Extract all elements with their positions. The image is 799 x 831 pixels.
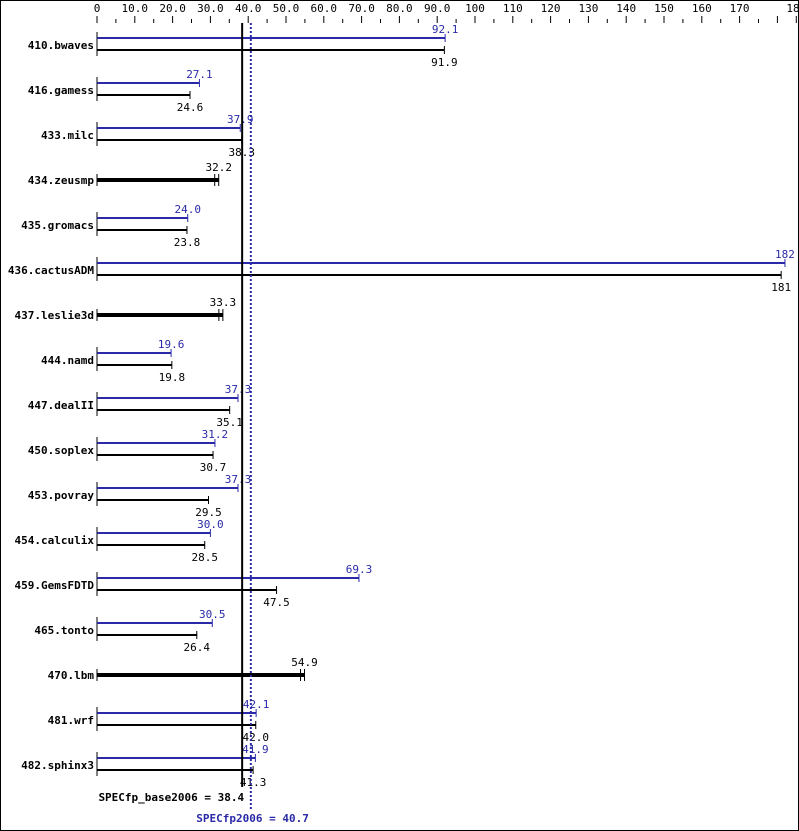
data-label-base: 42.0	[243, 731, 270, 744]
category-label: 470.lbm	[48, 669, 95, 682]
data-label-base: 41.3	[240, 776, 267, 789]
x-tick-label: 170	[730, 2, 750, 15]
x-tick-label: 110	[503, 2, 523, 15]
category-label: 433.milc	[41, 129, 94, 142]
data-label-base: 29.5	[195, 506, 222, 519]
data-label-peak: 30.0	[197, 518, 224, 531]
data-label-peak: 19.6	[158, 338, 185, 351]
category-label: 416.gamess	[28, 84, 94, 97]
category-label: 481.wrf	[48, 714, 94, 727]
data-label-peak: 27.1	[186, 68, 213, 81]
category-label: 434.zeusmp	[28, 174, 95, 187]
category-label: 437.leslie3d	[15, 309, 94, 322]
data-label-base: 91.9	[431, 56, 458, 69]
data-label-base: 23.8	[174, 236, 201, 249]
x-tick-label: 90.0	[424, 2, 451, 15]
peak-mean-label: SPECfp2006 = 40.7	[196, 812, 309, 825]
data-label-peak: 92.1	[432, 23, 459, 36]
x-tick-label: 70.0	[348, 2, 375, 15]
data-label-base: 19.8	[159, 371, 186, 384]
data-label-base: 28.5	[191, 551, 218, 564]
x-tick-label: 0	[94, 2, 101, 15]
category-label: 444.namd	[41, 354, 94, 367]
data-label-peak: 41.9	[242, 743, 269, 756]
x-tick-label: 50.0	[273, 2, 300, 15]
data-label-base: 181	[771, 281, 791, 294]
data-label-base: 35.1	[216, 416, 243, 429]
category-label: 465.tonto	[34, 624, 94, 637]
data-label-base: 26.4	[184, 641, 211, 654]
data-label-peak: 37.3	[225, 473, 252, 486]
x-tick-label: 160	[692, 2, 712, 15]
x-tick-label: 120	[541, 2, 561, 15]
x-tick-label: 10.0	[122, 2, 149, 15]
data-label-peak: 69.3	[346, 563, 373, 576]
category-label: 459.GemsFDTD	[15, 579, 95, 592]
data-label-peak: 24.0	[174, 203, 201, 216]
x-tick-label: 20.0	[159, 2, 186, 15]
x-tick-label: 150	[654, 2, 674, 15]
data-label-peak: 42.1	[243, 698, 270, 711]
x-tick-label: 140	[616, 2, 636, 15]
data-label-peak: 182	[775, 248, 795, 261]
data-label-peak: 30.5	[199, 608, 226, 621]
x-tick-label: 130	[578, 2, 598, 15]
data-label-base: 54.9	[291, 656, 318, 669]
base-mean-label: SPECfp_base2006 = 38.4	[98, 791, 244, 804]
x-tick-label: 60.0	[311, 2, 338, 15]
category-label: 454.calculix	[15, 534, 95, 547]
data-label-base: 47.5	[263, 596, 290, 609]
x-tick-label: 100	[465, 2, 485, 15]
category-label: 435.gromacs	[21, 219, 94, 232]
category-label: 410.bwaves	[28, 39, 94, 52]
data-label-base: 24.6	[177, 101, 204, 114]
data-label-peak: 37.9	[227, 113, 254, 126]
data-label-base: 32.2	[205, 161, 232, 174]
category-label: 453.povray	[28, 489, 95, 502]
x-tick-label: 30.0	[197, 2, 224, 15]
category-label: 447.dealII	[28, 399, 94, 412]
category-label: 436.cactusADM	[8, 264, 94, 277]
x-tick-label: 185	[786, 2, 798, 15]
data-label-peak: 31.2	[202, 428, 229, 441]
category-label: 482.sphinx3	[21, 759, 94, 772]
data-label-base: 30.7	[200, 461, 227, 474]
x-tick-label: 80.0	[386, 2, 413, 15]
x-tick-label: 40.0	[235, 2, 262, 15]
category-label: 450.soplex	[28, 444, 95, 457]
data-label-peak: 37.3	[225, 383, 252, 396]
data-label-base: 33.3	[210, 296, 237, 309]
